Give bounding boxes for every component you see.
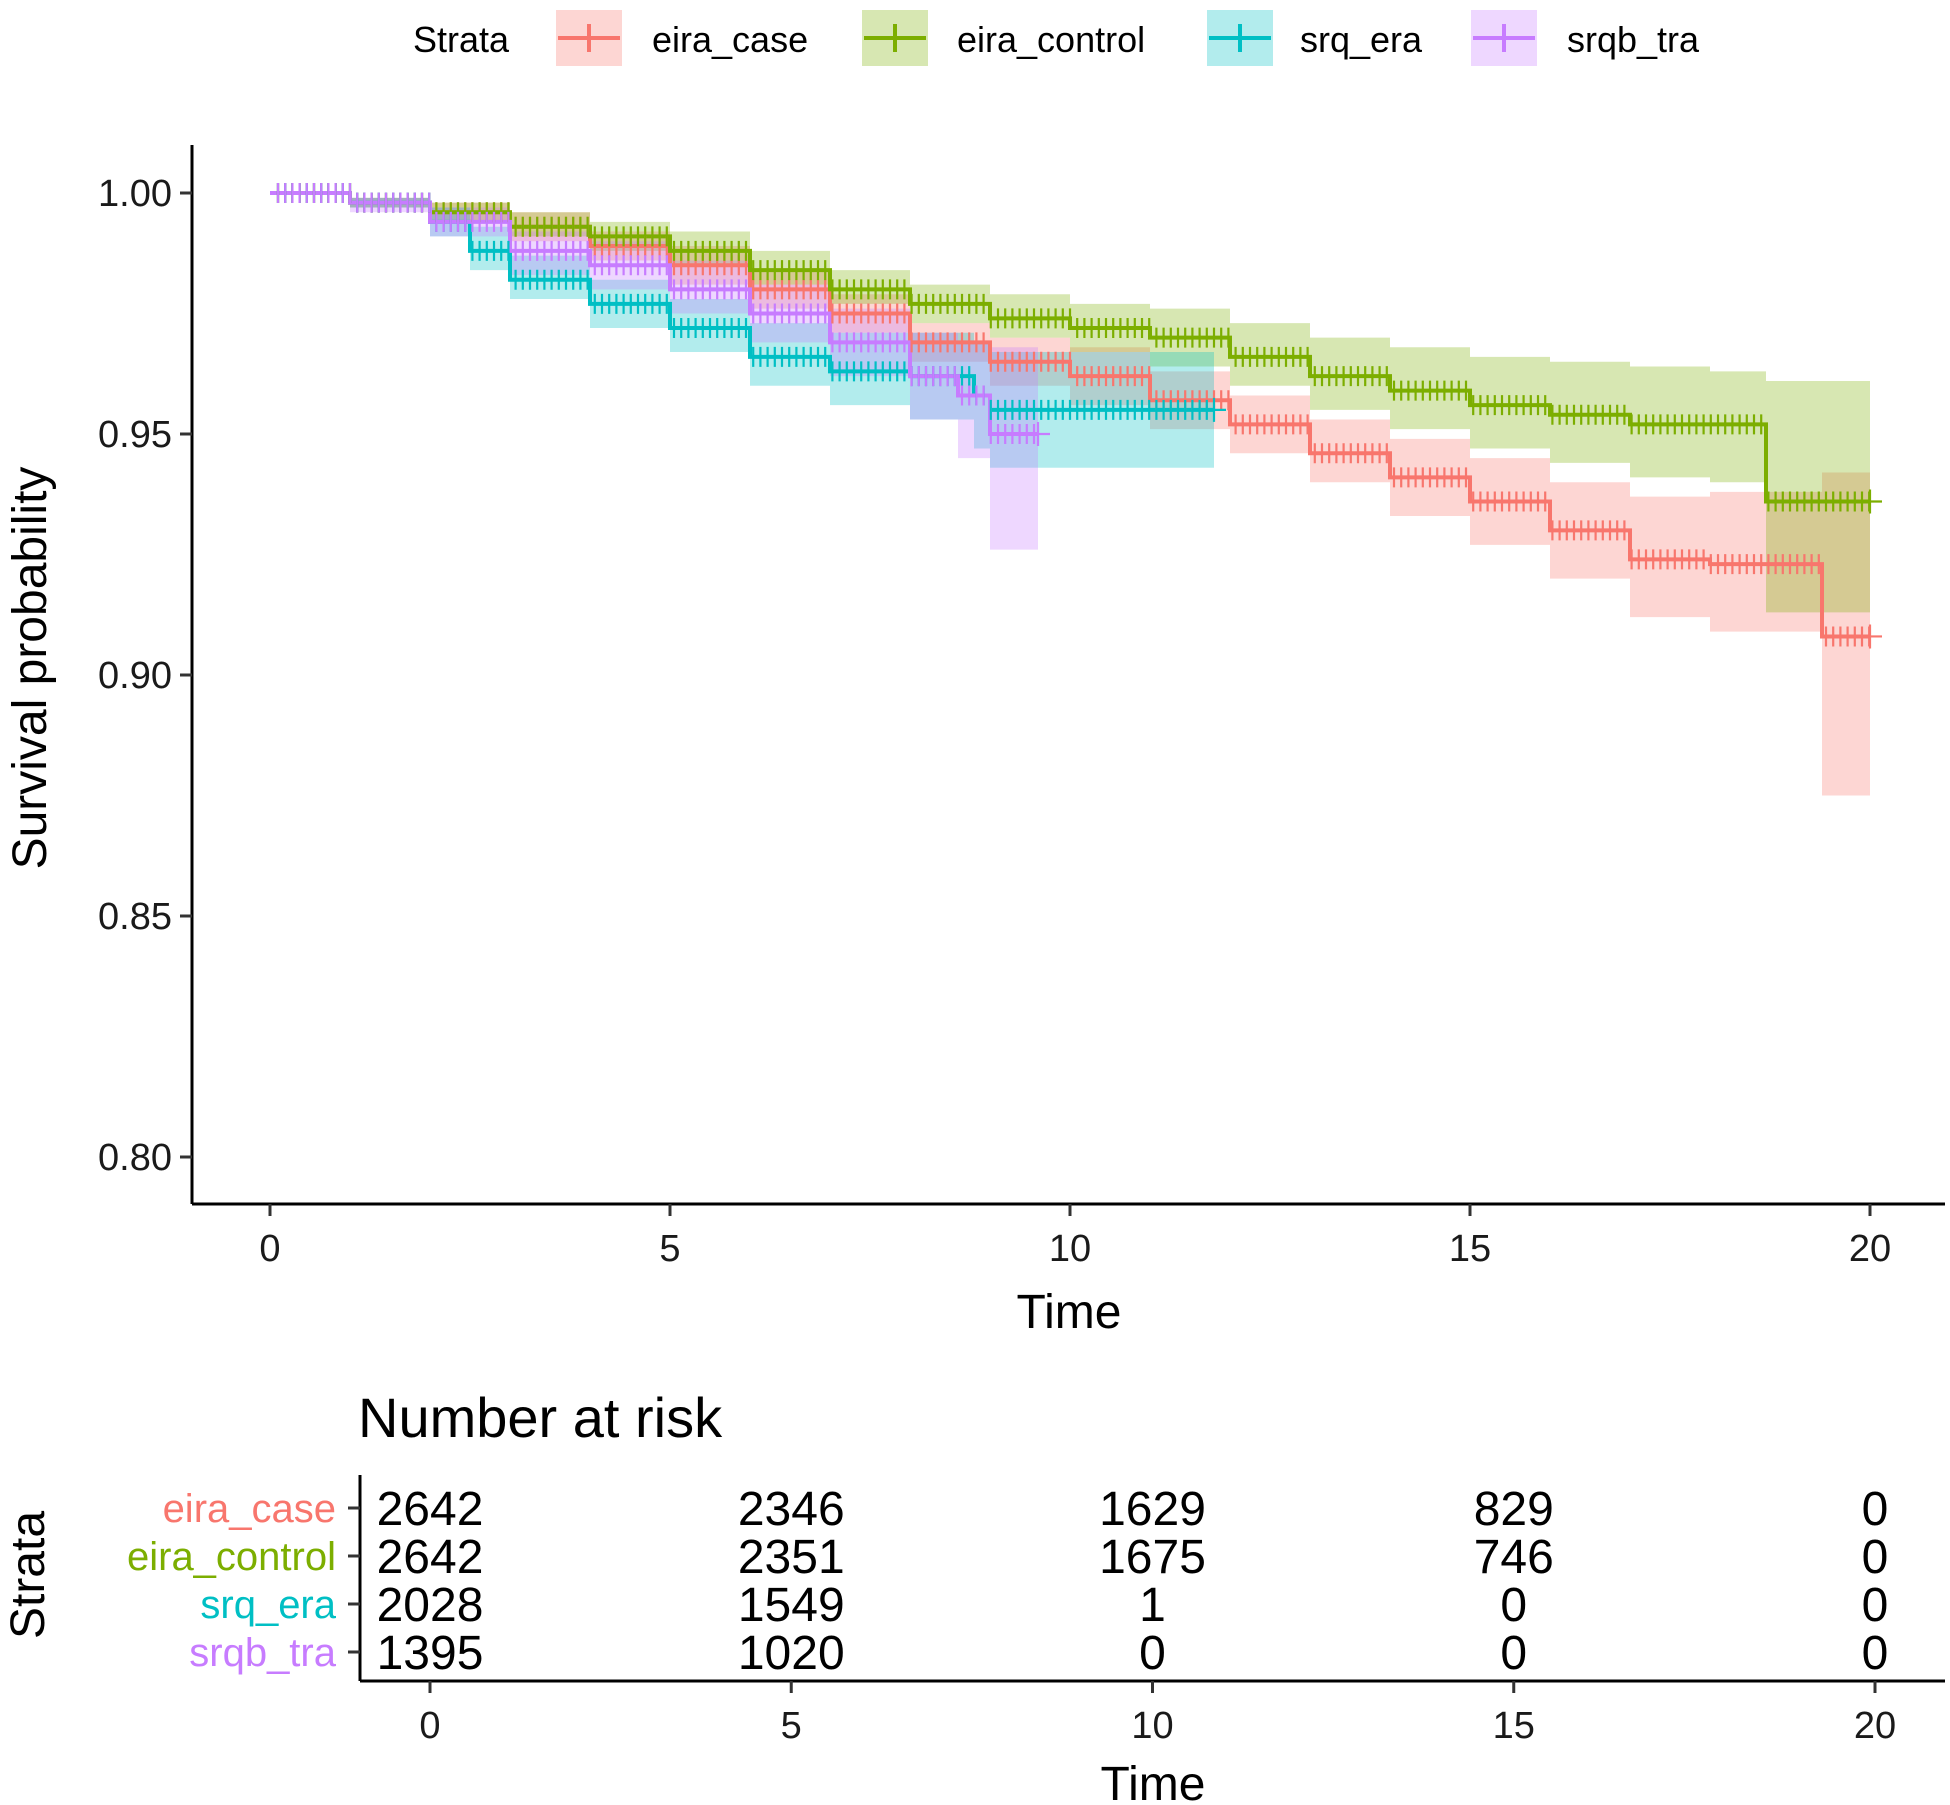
risk-cell: 0 [1862, 1579, 1889, 1632]
risk-row-label: srqb_tra [189, 1631, 336, 1675]
risk-row-label: srq_era [200, 1583, 336, 1627]
risk-x-tick-label: 20 [1854, 1705, 1896, 1747]
legend-entry-eira-case: eira_case [556, 10, 808, 66]
legend-label: eira_control [957, 19, 1145, 60]
risk-cell: 1629 [1099, 1483, 1206, 1536]
ci-band-eira-control [270, 193, 1870, 613]
y-axis-title: Survival probability [4, 467, 57, 870]
risk-cell: 0 [1862, 1483, 1889, 1536]
y-tick-label: 0.80 [98, 1137, 172, 1179]
x-tick-label: 0 [259, 1228, 280, 1270]
risk-cell: 1 [1139, 1579, 1166, 1632]
risk-table-x-axis-title: Time [1101, 1758, 1206, 1805]
main-plot: 0.80 0.85 0.90 0.95 1.00 0 5 10 15 20 Time Surviv… [4, 145, 1945, 1339]
legend-label: eira_case [652, 19, 808, 60]
x-tick-label: 10 [1049, 1228, 1091, 1270]
y-tick-label: 0.85 [98, 896, 172, 938]
legend-key-line [558, 24, 620, 52]
risk-x-tick-label: 5 [781, 1705, 802, 1747]
risk-cell: 2642 [377, 1483, 484, 1536]
legend: Strata eira_case eira_control srq_era srqb_… [413, 10, 1700, 66]
y-tick-label: 0.95 [98, 414, 172, 456]
legend-title: Strata [413, 19, 510, 60]
legend-key-line [864, 24, 926, 52]
risk-x-tick-label: 15 [1493, 1705, 1535, 1747]
risk-cell: 0 [1862, 1531, 1889, 1584]
legend-key-line [1473, 24, 1535, 52]
risk-cell: 1395 [377, 1627, 484, 1680]
risk-cell: 0 [1862, 1627, 1889, 1680]
risk-table-title: Number at risk [358, 1386, 723, 1449]
risk-cell: 2028 [377, 1579, 484, 1632]
risk-cell: 2346 [738, 1483, 845, 1536]
ci-band-eira-case [270, 193, 1870, 796]
risk-row-label: eira_case [163, 1487, 336, 1531]
risk-x-tick-label: 0 [419, 1705, 440, 1747]
legend-entry-eira-control: eira_control [862, 10, 1145, 66]
x-tick-label: 15 [1449, 1228, 1491, 1270]
x-tick-label: 20 [1849, 1228, 1891, 1270]
risk-table: Number at risk eira_case 2642 2346 1629 829 0… [2, 1386, 1945, 1805]
risk-x-tick-label: 10 [1131, 1705, 1173, 1747]
censor-marks-srqb-tra [276, 183, 1050, 446]
risk-cell: 2351 [738, 1531, 845, 1584]
y-tick-label: 0.90 [98, 655, 172, 697]
y-tick-label: 1.00 [98, 173, 172, 215]
ci-band-srq-era [270, 193, 1214, 468]
risk-cell: 2642 [377, 1531, 484, 1584]
risk-cell: 1020 [738, 1627, 845, 1680]
legend-key-line [1209, 24, 1271, 52]
risk-cell: 0 [1500, 1627, 1527, 1680]
risk-cell: 746 [1474, 1531, 1554, 1584]
legend-label: srq_era [1300, 19, 1423, 60]
risk-cell: 0 [1500, 1579, 1527, 1632]
risk-cell: 0 [1139, 1627, 1166, 1680]
legend-label: srqb_tra [1567, 19, 1700, 60]
legend-entry-srq-era: srq_era [1207, 10, 1423, 66]
x-axis-title: Time [1017, 1286, 1122, 1339]
x-tick-label: 5 [659, 1228, 680, 1270]
risk-cell: 829 [1474, 1483, 1554, 1536]
risk-cell: 1675 [1099, 1531, 1206, 1584]
risk-table-y-axis-title: Strata [2, 1511, 55, 1639]
risk-row-label: eira_control [127, 1535, 336, 1579]
risk-cell: 1549 [738, 1579, 845, 1632]
legend-entry-srqb-tra: srqb_tra [1471, 10, 1700, 66]
